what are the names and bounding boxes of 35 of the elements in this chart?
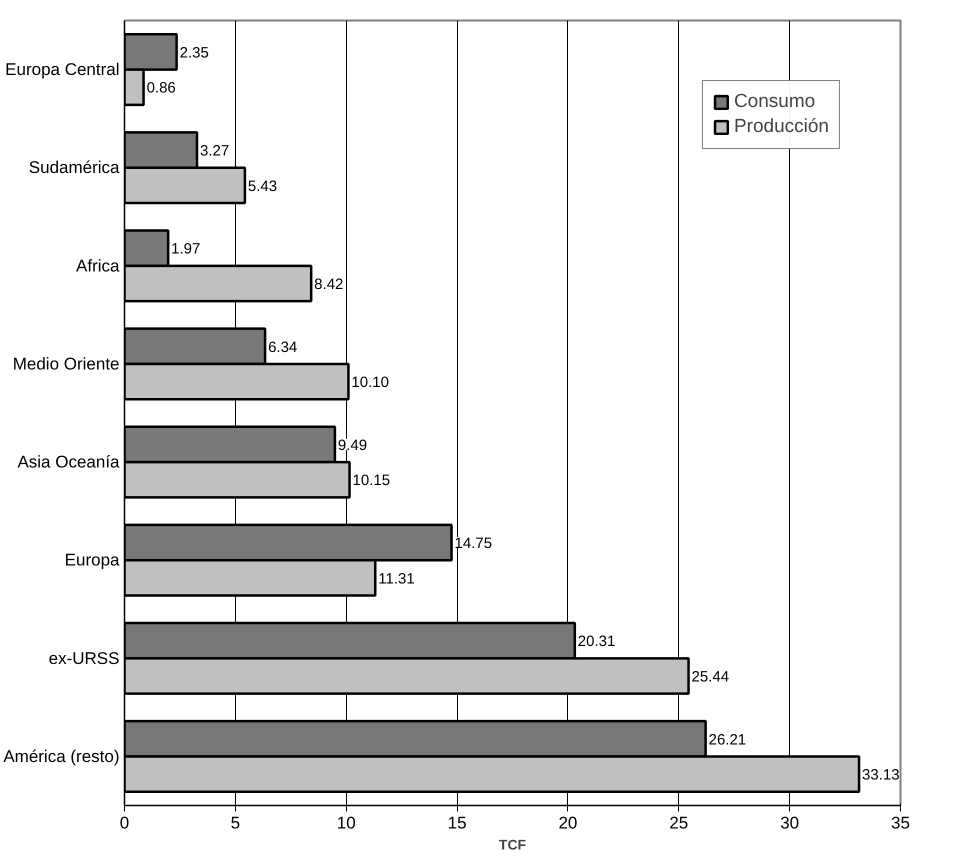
data-label: 10.10 <box>351 374 389 392</box>
data-label: 26.21 <box>708 731 746 748</box>
y-tick-label: Medio Oriente <box>12 354 120 374</box>
x-tick-label: 20 <box>558 814 578 832</box>
data-label: 1.97 <box>171 240 200 258</box>
data-label: 8.42 <box>314 276 344 293</box>
y-tick-label: América (resto) <box>3 746 120 766</box>
data-label: 0.86 <box>146 80 176 97</box>
x-tick-label: 30 <box>780 814 800 832</box>
y-tick-label: Europa <box>64 550 120 570</box>
data-label: 25.44 <box>692 668 730 686</box>
legend-label: Consumo <box>734 91 816 113</box>
y-tick-label: Sudamérica <box>28 158 120 178</box>
data-label: 14.75 <box>454 535 492 552</box>
x-tick-label: 5 <box>230 814 240 832</box>
x-tick-label: 25 <box>669 814 688 832</box>
data-label: 20.31 <box>578 633 616 650</box>
x-axis-title: TCF <box>498 836 527 852</box>
data-label: 6.34 <box>268 338 298 356</box>
x-tick-label: 0 <box>120 814 130 832</box>
data-label: 33.13 <box>862 766 900 784</box>
x-tick-label: 35 <box>891 814 910 832</box>
data-label: 11.31 <box>378 570 415 588</box>
data-label: 5.43 <box>248 178 278 195</box>
y-tick-label: ex-URSS <box>48 648 120 668</box>
x-tick-label: 10 <box>336 814 356 832</box>
data-label: 9.49 <box>338 436 368 454</box>
x-tick-label: 15 <box>448 814 467 832</box>
legend-label: Producción <box>734 116 829 138</box>
data-label: 2.35 <box>180 44 209 62</box>
y-tick-label: Europa Central <box>5 60 120 80</box>
data-label: 3.27 <box>200 142 230 160</box>
y-tick-label: Africa <box>76 256 120 276</box>
data-label: 10.15 <box>352 472 390 490</box>
y-tick-label: Asia Oceanía <box>17 452 120 472</box>
